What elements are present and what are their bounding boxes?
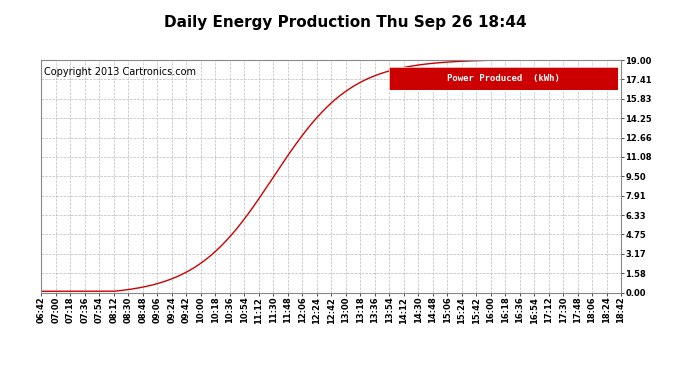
Text: Daily Energy Production Thu Sep 26 18:44: Daily Energy Production Thu Sep 26 18:44 xyxy=(164,15,526,30)
Text: Copyright 2013 Cartronics.com: Copyright 2013 Cartronics.com xyxy=(44,67,196,77)
